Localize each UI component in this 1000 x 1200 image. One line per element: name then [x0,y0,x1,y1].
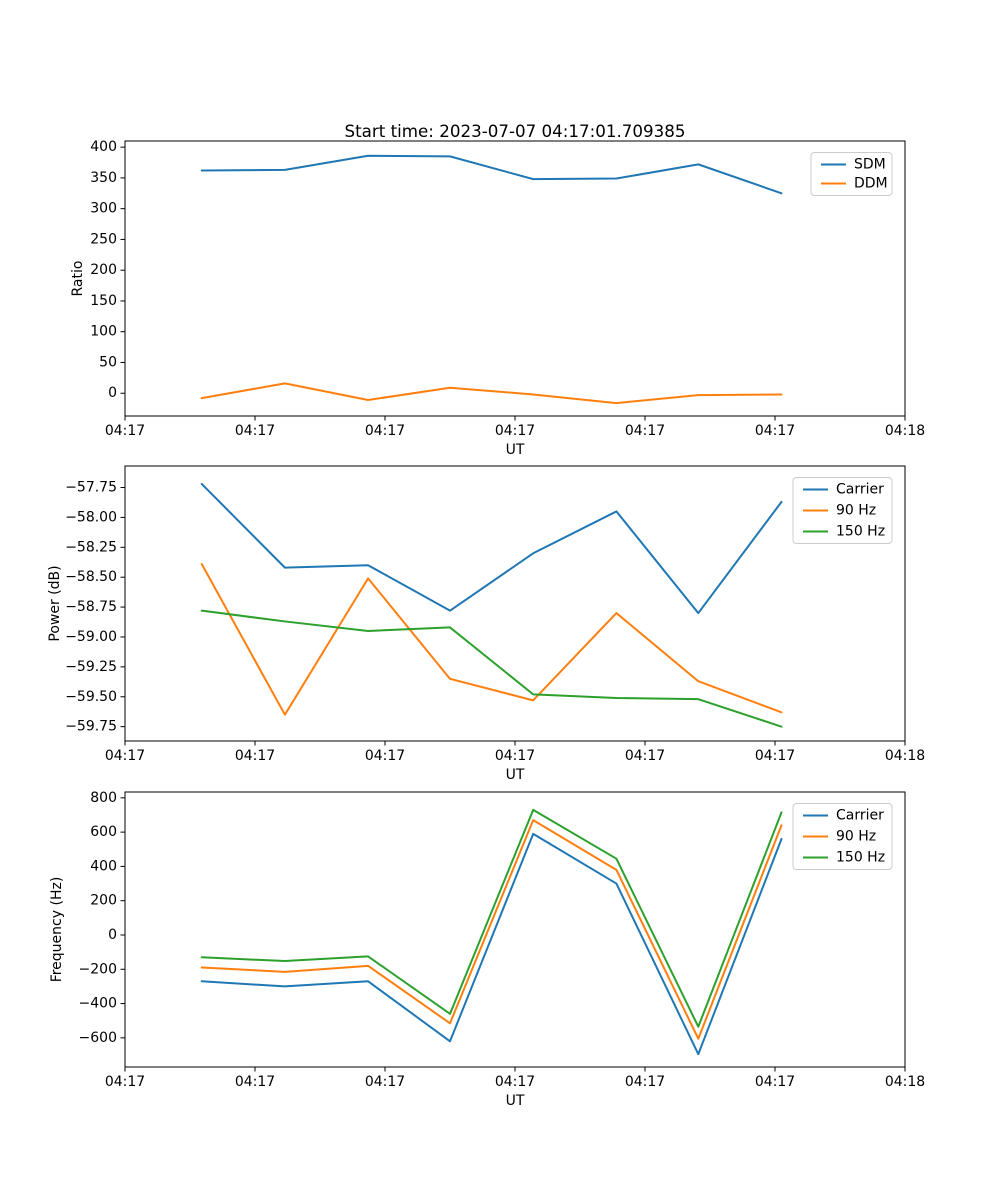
legend-label: 150 Hz [836,524,885,540]
y-tick-label: 0 [108,385,117,401]
x-tick-label: 04:17 [495,1074,535,1090]
x-axis-label: UT [506,767,525,783]
subplot-1: 04:17 04:17 04:17 04:17 04:17 04:17 04:18 UT 0 50… [70,139,925,458]
x-tick-label: 04:17 [105,423,145,439]
x-tick-label: 04:18 [885,1074,925,1090]
y-tick-label: 400 [90,858,117,874]
series-line-carrier [200,832,783,1056]
plot-area [124,791,906,1068]
x-tick-label: 04:17 [625,1074,665,1090]
y-tick-label: 100 [90,324,117,340]
legend: Carrier 90 Hz 150 Hz [792,803,893,870]
series-line-90-hz [200,819,783,1040]
y-tick-label: −59.00 [65,629,117,645]
x-tick-label: 04:17 [495,423,535,439]
legend-label: Carrier [836,808,884,824]
x-tick-label: 04:17 [365,748,405,764]
x-tick-label: 04:17 [235,1074,275,1090]
y-tick-label: −600 [79,1030,117,1046]
x-tick-label: 04:17 [235,423,275,439]
x-tick-label: 04:17 [625,423,665,439]
y-tick-label: −58.50 [65,569,117,585]
legend-box [792,803,893,870]
y-tick-label: 200 [90,893,117,909]
y-tick-label: −58.75 [65,599,117,615]
x-tick-label: 04:17 [365,1074,405,1090]
legend-box [792,477,893,544]
y-tick-label: 150 [90,293,117,309]
legend-label: Carrier [836,482,884,498]
y-tick-label: −200 [79,961,117,977]
x-tick-label: 04:17 [495,748,535,764]
y-axis-label: Power (dB) [47,565,63,641]
x-tick-label: 04:17 [755,748,795,764]
x-tick-label: 04:18 [885,423,925,439]
subplot-2: 04:17 04:17 04:17 04:17 04:17 04:17 04:18 UT −59… [47,465,925,783]
legend-label: 150 Hz [836,850,885,866]
x-axis-label: UT [506,442,525,458]
plot-area [124,140,906,417]
y-tick-label: 400 [90,139,117,155]
x-tick-label: 04:17 [235,748,275,764]
series-line-150-hz [200,609,783,728]
legend-label: SDM [854,157,886,173]
y-tick-label: 600 [90,824,117,840]
y-tick-label: −59.75 [65,719,117,735]
series-line-sdm [200,154,783,195]
y-tick-label: 0 [108,927,117,943]
y-tick-label: −58.25 [65,539,117,555]
x-tick-label: 04:18 [885,748,925,764]
subplot-3: 04:17 04:17 04:17 04:17 04:17 04:17 04:18 UT −60… [49,790,925,1109]
plot-area [124,465,906,742]
x-axis-label: UT [506,1093,525,1109]
x-tick-label: 04:17 [625,748,665,764]
y-tick-label: −400 [79,996,117,1012]
series-line-ddm [200,382,783,405]
y-tick-label: −59.50 [65,689,117,705]
series-line-90-hz [200,563,783,716]
y-axis-label: Ratio [70,261,86,297]
x-tick-label: 04:17 [755,1074,795,1090]
y-tick-label: 800 [90,790,117,806]
legend: SDM DDM [810,152,893,196]
legend-label: 90 Hz [836,503,876,519]
x-tick-label: 04:17 [105,748,145,764]
y-tick-label: 200 [90,262,117,278]
y-tick-label: 50 [99,354,117,370]
y-tick-label: −57.75 [65,480,117,496]
series-line-150-hz [200,808,783,1028]
y-tick-label: 250 [90,231,117,247]
y-tick-label: 300 [90,201,117,217]
y-tick-label: 350 [90,170,117,186]
y-axis-label: Frequency (Hz) [49,877,65,983]
legend-box [810,152,893,196]
x-tick-label: 04:17 [365,423,405,439]
y-tick-label: −59.25 [65,659,117,675]
x-tick-label: 04:17 [105,1074,145,1090]
legend-label: 90 Hz [836,829,876,845]
series-line-carrier [200,482,783,615]
x-tick-label: 04:17 [755,423,795,439]
legend: Carrier 90 Hz 150 Hz [792,477,893,544]
y-tick-label: −58.00 [65,509,117,525]
figure-title: Start time: 2023-07-07 04:17:01.709385 [344,121,686,141]
legend-label: DDM [854,176,888,192]
